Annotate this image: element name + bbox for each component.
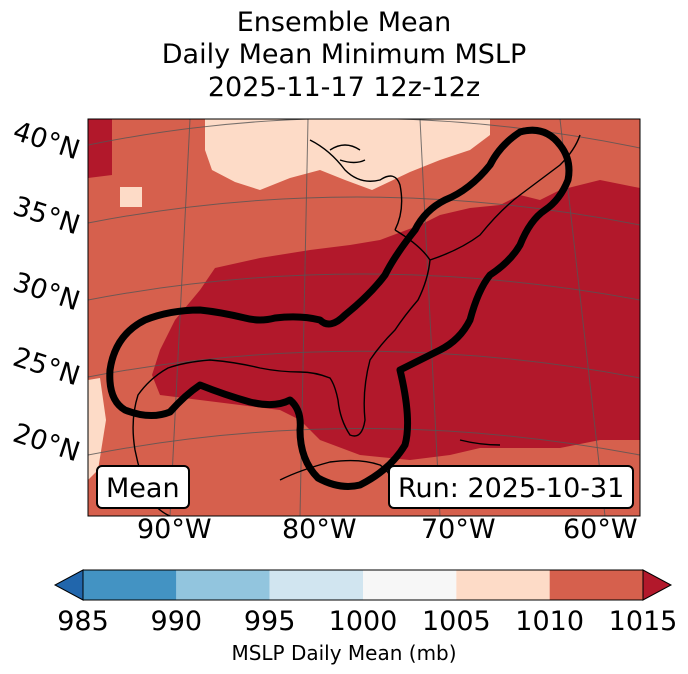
title-line-3: 2025-11-17 12z-12z: [207, 72, 481, 103]
colorbar-tick-label: 995: [243, 606, 296, 637]
ensemble-contour: [106, 126, 573, 490]
colorbar-tick-label: 1000: [328, 606, 398, 637]
colorbar-segment: [549, 570, 643, 600]
title-line-2: Daily Mean Minimum MSLP: [161, 39, 527, 70]
colorbar-extend-low: [53, 569, 84, 601]
colorbar-segment: [176, 570, 270, 600]
lon-label-70: 70°W: [421, 514, 496, 545]
map: [87, 118, 641, 517]
title-line-1: Ensemble Mean: [236, 7, 452, 38]
colorbar-tick-label: 1005: [421, 606, 491, 637]
colorbar-tick-label: 1010: [515, 606, 585, 637]
pressure-field-1005-1010: [205, 119, 490, 190]
latitude-gridlines: [88, 119, 640, 456]
colorbar-segment: [269, 570, 363, 600]
colorbar-segment: [83, 570, 177, 600]
lon-label-90: 90°W: [137, 514, 212, 545]
pressure-field-1005-1010-spot: [120, 187, 142, 207]
pressure-field-above-1015-corner: [88, 119, 112, 178]
colorbar-extend-high: [642, 569, 673, 601]
colorbar-tick-label: 990: [150, 606, 203, 637]
colorbar-tick-label: 1015: [608, 606, 678, 637]
colorbar-label: MSLP Daily Mean (mb): [231, 641, 457, 665]
mean-label-box: Mean: [96, 465, 190, 509]
lon-label-80: 80°W: [282, 514, 357, 545]
colorbar-outline: [82, 569, 644, 601]
colorbar-segment: [363, 570, 457, 600]
colorbar-tick-label: 985: [57, 606, 109, 637]
colorbar-segment: [456, 570, 550, 600]
colorbar: [53, 569, 673, 601]
run-date-box: Run: 2025-10-31: [388, 465, 635, 509]
lon-label-60: 60°W: [563, 514, 638, 545]
